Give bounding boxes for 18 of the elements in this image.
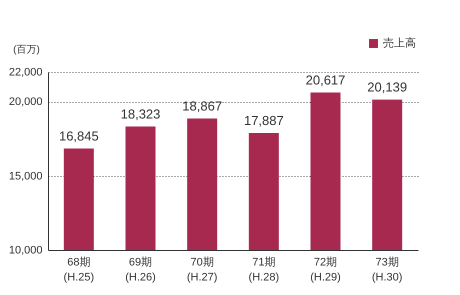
x-tick-label: 70期 (H.27) bbox=[186, 256, 218, 284]
x-tick-label: 68期 (H.25) bbox=[64, 256, 94, 284]
text: 18,323 bbox=[120, 106, 160, 122]
y-tick-label: 15,000 bbox=[8, 170, 42, 182]
x-tick-label: 73期 (H.30) bbox=[372, 256, 402, 284]
text: 20,139 bbox=[367, 80, 408, 95]
text: 20,617 bbox=[306, 72, 346, 88]
x-tick-label: 72期 (H.29) bbox=[310, 256, 341, 284]
x-tick-label: 69期 (H.26) bbox=[125, 256, 156, 284]
text: 16,845 bbox=[58, 128, 99, 144]
x-tick-label: 71期 (H.28) bbox=[248, 256, 280, 284]
text: 18,867 bbox=[182, 98, 222, 114]
y-tick-label: 10,000 bbox=[8, 244, 42, 256]
text: 17,887 bbox=[244, 113, 284, 128]
y-tick-label: 20,000 bbox=[8, 96, 42, 108]
y-axis-title: (百万) bbox=[13, 44, 40, 56]
legend-label: 売上高 bbox=[383, 36, 416, 50]
y-tick-label: 22,000 bbox=[8, 66, 42, 78]
